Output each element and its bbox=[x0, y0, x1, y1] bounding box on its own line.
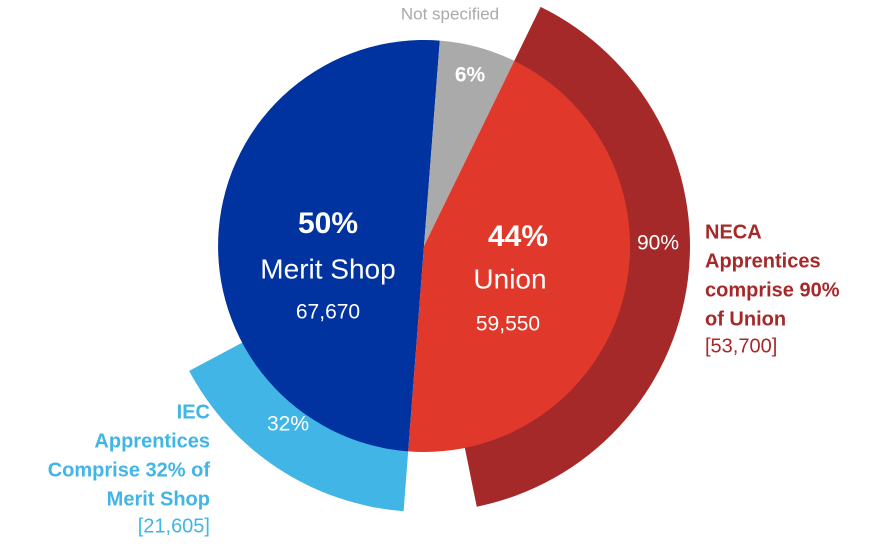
sub-arcs bbox=[189, 6, 690, 512]
annotation-line: Apprentices bbox=[705, 250, 821, 272]
value-label: 44% bbox=[488, 220, 548, 253]
annotation-line: NECA bbox=[705, 221, 762, 243]
category-label: Merit Shop bbox=[260, 253, 395, 284]
count-label: 67,670 bbox=[296, 301, 360, 324]
value-label: 50% bbox=[298, 207, 358, 240]
annotation-line: of Union bbox=[705, 308, 786, 330]
category-label: Not specified bbox=[401, 4, 499, 23]
annotations: IEC Apprentices Comprise 32% of Merit Shop [… bbox=[48, 221, 840, 537]
sub-value-label: 32% bbox=[267, 413, 309, 436]
annotation-line: Merit Shop bbox=[107, 488, 210, 510]
sub-arc bbox=[464, 6, 690, 507]
category-label: Union bbox=[473, 263, 546, 294]
annotation-line: IEC bbox=[177, 401, 210, 423]
annotation-line: comprise 90% bbox=[705, 279, 840, 301]
count-label: 59,550 bbox=[476, 313, 540, 336]
slice bbox=[424, 40, 515, 246]
slice bbox=[408, 60, 630, 453]
annotation-line: Apprentices bbox=[94, 430, 210, 452]
slice bbox=[218, 40, 440, 452]
slices bbox=[218, 40, 630, 453]
value-label: 6% bbox=[455, 64, 486, 87]
annotation-count: [21,605] bbox=[138, 515, 210, 537]
annotation-line: Comprise 32% of bbox=[48, 459, 211, 481]
sub-value-label: 90% bbox=[637, 232, 679, 255]
annotation-count: [53,700] bbox=[705, 335, 777, 357]
sub-arc bbox=[189, 341, 409, 512]
